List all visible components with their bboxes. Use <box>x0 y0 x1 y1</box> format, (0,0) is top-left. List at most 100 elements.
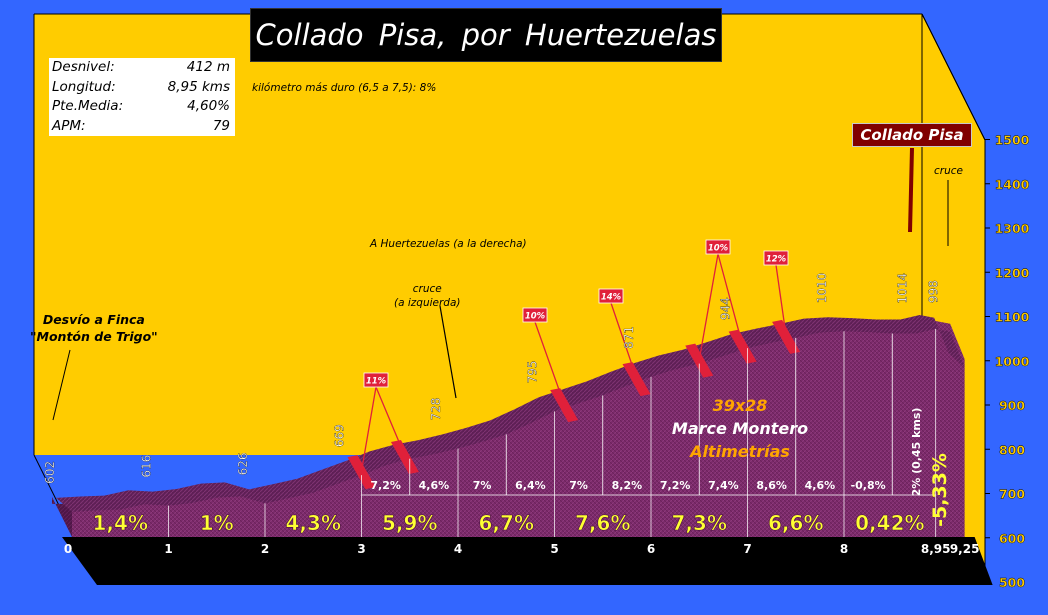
steep-section-tag: 11% <box>366 377 387 387</box>
km-gradient-label: 0,42% <box>855 511 924 535</box>
half-km-gradient-label: 2% (0,45 kms) <box>910 408 923 497</box>
half-km-gradient-label: 4,6% <box>805 479 836 492</box>
half-km-gradient-label: 7% <box>473 479 492 492</box>
km-gradient-label: -5,33% <box>929 453 951 527</box>
y-tick-label: 1500 <box>995 133 1030 148</box>
km-gradient-label: 7,6% <box>575 511 630 535</box>
half-km-gradient-label: 7% <box>569 479 588 492</box>
steep-section-tag: 12% <box>766 255 787 265</box>
steep-section-band <box>347 455 376 490</box>
half-km-gradient-label: 8,6% <box>756 479 787 492</box>
stat-label: Pte.Media: <box>52 98 124 114</box>
stat-value: 412 m <box>186 59 230 75</box>
y-tick-label: 1200 <box>995 265 1030 280</box>
steep-section-tag-box <box>522 307 548 323</box>
annotation-cruce-top: cruce <box>934 165 963 177</box>
stat-value: 79 <box>212 117 230 134</box>
half-km-gradient-label: 7,4% <box>708 479 739 492</box>
summit-label: Collado Pisa <box>852 123 972 147</box>
annotation-start-line1: Desvío a Finca <box>42 312 145 327</box>
y-tick-label: 1100 <box>995 310 1030 325</box>
x-tick-label: 0 <box>64 542 72 556</box>
x-tick-label: 1 <box>164 542 172 556</box>
annotation-start-pointer <box>52 349 71 421</box>
elevation-label: 944 <box>719 297 733 320</box>
y-tick-label: 1300 <box>995 221 1030 236</box>
steep-section-tag-box <box>763 250 789 266</box>
steep-section-band <box>550 388 579 423</box>
steep-section-leader <box>360 386 377 472</box>
steep-section-band <box>622 362 651 397</box>
credits: 39x28 Marce Montero Altimetrías <box>640 394 840 463</box>
steep-section-leader <box>534 321 565 405</box>
elevation-label: 998 <box>927 280 941 303</box>
x-tick-label: 4 <box>454 542 462 556</box>
y-tick-label: 700 <box>999 487 1025 502</box>
credit-brand: Altimetrías <box>690 442 790 461</box>
x-tick-label: 7 <box>743 542 751 556</box>
annotation-start-line2: "Montón de Trigo" <box>30 329 158 344</box>
steep-section-band <box>390 440 419 475</box>
credit-gear: 39x28 <box>712 396 768 415</box>
steep-section-tag-box <box>598 288 624 304</box>
y-tick-label: 1000 <box>995 354 1030 369</box>
stats-row-desnivel: Desnivel: 412 m <box>49 58 235 78</box>
steep-section-band <box>772 319 801 354</box>
profile-front-face <box>72 321 965 537</box>
y-tick-label: 900 <box>999 398 1025 413</box>
half-km-gradient-label: 6,4% <box>515 479 546 492</box>
steep-section-tag-box <box>363 372 389 388</box>
half-km-gradient-label: 7,2% <box>370 479 401 492</box>
y-tick-label: 800 <box>999 442 1025 457</box>
stat-value: 8,95 kms <box>167 78 230 95</box>
stat-label: APM: <box>52 117 86 134</box>
chart-title: Collado Pisa, por Huertezuelas <box>255 18 717 52</box>
x-tick-label: 3 <box>357 542 365 556</box>
km-gradient-label: 7,3% <box>672 511 727 535</box>
elevation-label: 728 <box>429 398 443 421</box>
elevation-label: 871 <box>622 326 636 349</box>
km-gradient-label: 6,7% <box>479 511 534 535</box>
km-gradient-label: 5,9% <box>382 511 437 535</box>
elevation-label: 1010 <box>815 273 829 304</box>
steep-section-band <box>685 343 714 378</box>
x-tick-label: 2 <box>261 542 269 556</box>
y-tick-label: 600 <box>999 531 1025 546</box>
profile-top-face <box>56 315 965 512</box>
x-axis-floor <box>62 537 993 585</box>
stat-label: Longitud: <box>52 78 116 95</box>
steep-section-leader <box>698 253 719 360</box>
annotation-cruce-line1: cruce <box>412 283 442 295</box>
steep-section-band <box>728 329 757 364</box>
elevation-label: 669 <box>333 424 347 447</box>
stat-label: Desnivel: <box>52 59 115 75</box>
x-tick-label: 6 <box>647 542 655 556</box>
stats-row-longitud: Longitud: 8,95 kms <box>49 78 235 98</box>
summit-pointer <box>908 147 914 233</box>
stats-row-apm: APM: 79 <box>49 117 235 137</box>
annotation-start: Desvío a Finca "Montón de Trigo" <box>30 311 158 345</box>
annotation-huertezuelas: A Huertezuelas (a la derecha) <box>370 238 527 250</box>
annotation-cruce-izquierda: cruce (a izquierda) <box>394 282 461 310</box>
credit-author: Marce Montero <box>671 419 809 438</box>
x-tick-label: 9,25 <box>950 542 980 556</box>
half-km-gradient-label: 4,6% <box>419 479 450 492</box>
km-gradient-label: 1,4% <box>93 511 148 535</box>
half-km-gradient-label: 8,2% <box>612 479 643 492</box>
x-tick-label: 8,95 <box>921 542 951 556</box>
km-gradient-label: 1% <box>200 511 234 535</box>
steep-section-leader <box>717 253 744 346</box>
km-gradient-label: 6,6% <box>768 511 823 535</box>
y-tick-label: 1400 <box>995 177 1030 192</box>
x-tick-label: 8 <box>840 542 848 556</box>
steep-section-leader <box>775 264 787 336</box>
steep-section-leader <box>610 302 638 379</box>
hardest-km-note: kilómetro más duro (6,5 a 7,5): 8% <box>252 82 437 94</box>
frame-edge <box>921 13 986 141</box>
steep-section-tag-box <box>705 239 731 255</box>
steep-section-tag: 10% <box>708 244 729 254</box>
km-gradient-label: 4,3% <box>286 511 341 535</box>
steep-section-leader <box>375 386 406 457</box>
y-tick-label: 500 <box>999 575 1025 590</box>
